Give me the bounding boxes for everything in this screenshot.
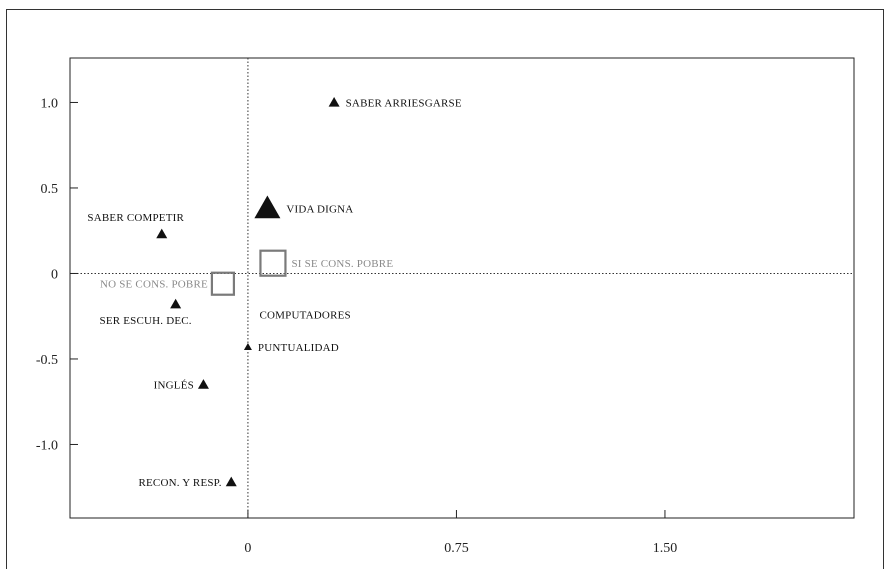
data-point: RECON. Y RESP. <box>138 476 237 489</box>
point-label: SI SE CONS. POBRE <box>291 258 393 270</box>
x-tick-label: 0 <box>244 541 251 556</box>
point-label: COMPUTADORES <box>259 310 350 322</box>
triangle-marker <box>225 476 237 487</box>
point-label: SABER COMPETIR <box>87 212 184 224</box>
triangle-marker <box>328 96 340 107</box>
point-label: INGLÉS <box>154 380 194 392</box>
data-point: NO SE CONS. POBRE <box>100 271 236 296</box>
data-point: SI SE CONS. POBRE <box>259 249 393 277</box>
square-marker <box>210 271 236 296</box>
point-label: NO SE CONS. POBRE <box>100 279 208 291</box>
data-point: INGLÉS <box>154 379 209 392</box>
point-label: VIDA DIGNA <box>286 203 353 215</box>
plot-area <box>69 57 855 519</box>
figure-frame <box>6 9 884 569</box>
data-point: SABER ARRIESGARSE <box>328 96 462 109</box>
y-tick-label: 0.5 <box>41 182 59 197</box>
y-tick-label: -1.0 <box>36 438 58 453</box>
triangle-marker <box>156 228 168 239</box>
point-label: SABER ARRIESGARSE <box>346 97 462 109</box>
y-tick-label: 0 <box>51 267 58 282</box>
point-label: PUNTUALIDAD <box>258 342 339 354</box>
data-point: SABER COMPETIR <box>87 212 184 239</box>
x-tick-label: 1.50 <box>653 541 678 556</box>
triangle-marker <box>254 195 281 219</box>
triangle-marker <box>243 342 252 350</box>
square-marker <box>259 249 287 277</box>
data-point: COMPUTADORES <box>259 310 350 322</box>
point-label: RECON. Y RESP. <box>138 477 221 489</box>
x-axis: 0 0.75 1.50 <box>244 510 677 556</box>
triangle-marker <box>197 379 209 389</box>
triangle-marker <box>170 298 182 309</box>
point-label: SER ESCUH. DEC. <box>100 315 192 327</box>
y-axis: 1.0 0.5 0 -0.5 -1.0 <box>36 96 78 453</box>
x-tick-label: 0.75 <box>444 541 469 556</box>
data-point: SER ESCUH. DEC. <box>100 298 192 327</box>
data-points: SABER ARRIESGARSE VIDA DIGNA SABER COMPETI… <box>87 96 462 489</box>
y-tick-label: -0.5 <box>36 353 58 368</box>
y-tick-label: 1.0 <box>41 96 59 111</box>
data-point: VIDA DIGNA <box>254 195 353 219</box>
data-point: PUNTUALIDAD <box>243 342 339 354</box>
